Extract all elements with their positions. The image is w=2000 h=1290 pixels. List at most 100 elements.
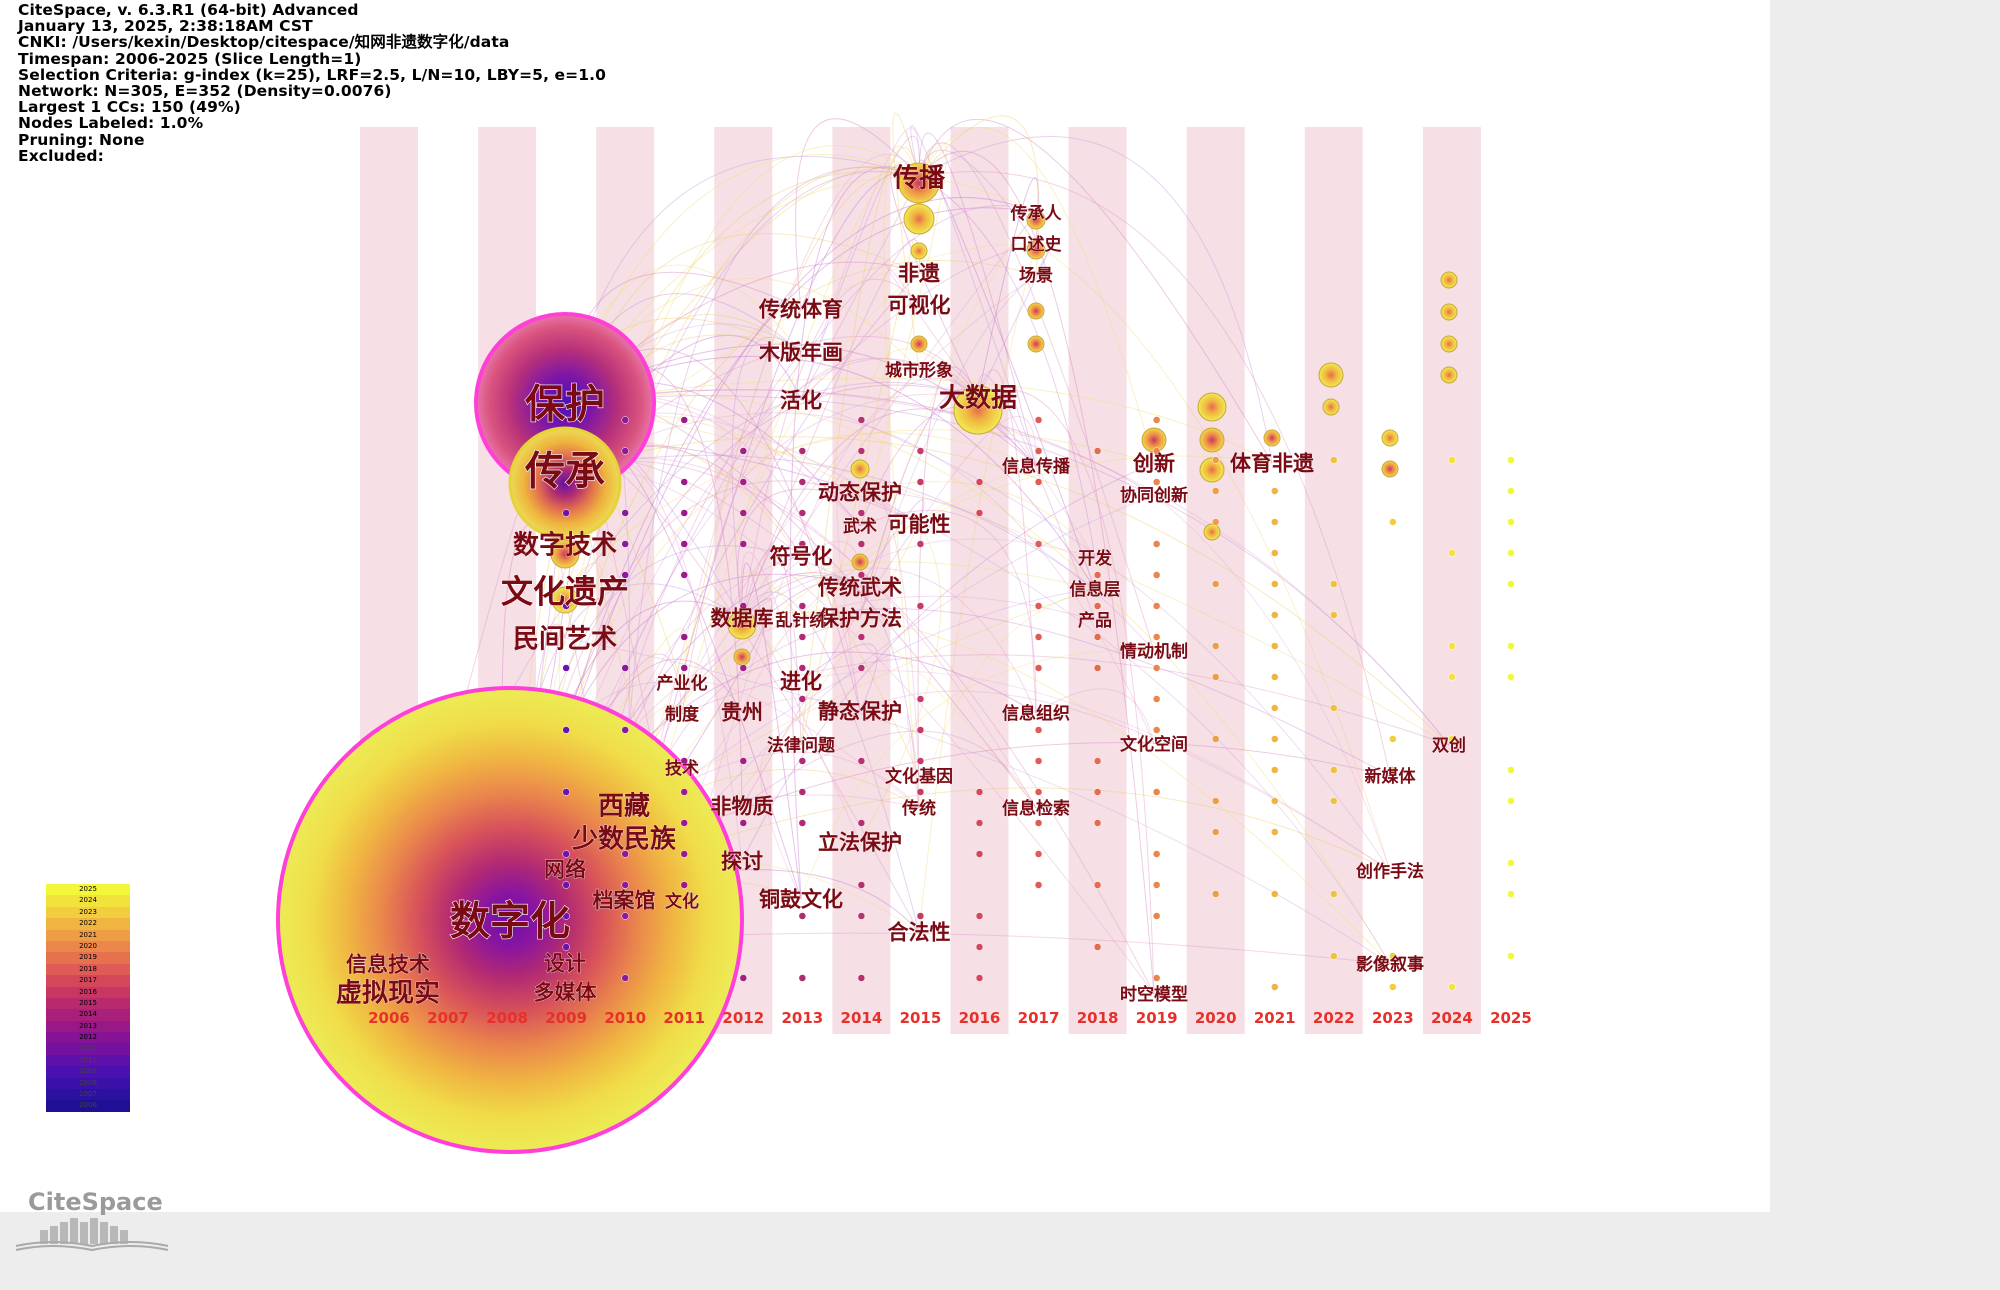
keyword-node[interactable]: [550, 539, 580, 569]
keyword-node[interactable]: [621, 726, 629, 734]
keyword-label[interactable]: 进化: [780, 669, 823, 694]
keyword-label[interactable]: 信息层: [1069, 579, 1121, 601]
keyword-label[interactable]: 创作手法: [1355, 861, 1425, 883]
keyword-node[interactable]: [680, 509, 688, 517]
keyword-node[interactable]: [1211, 518, 1220, 526]
keyword-node[interactable]: [733, 648, 751, 666]
keyword-label[interactable]: 贵州: [721, 700, 764, 725]
keyword-label[interactable]: 设计: [544, 951, 587, 976]
keyword-node[interactable]: [621, 571, 629, 579]
keyword-node[interactable]: [1440, 303, 1458, 321]
keyword-node[interactable]: [1152, 447, 1161, 455]
keyword-node[interactable]: [1271, 735, 1279, 743]
keyword-node[interactable]: [1271, 580, 1279, 588]
keyword-node[interactable]: [1093, 819, 1102, 827]
keyword-node[interactable]: [1507, 797, 1515, 805]
keyword-label[interactable]: 活化: [780, 388, 823, 413]
keyword-node[interactable]: [1152, 974, 1161, 982]
keyword-label[interactable]: 立法保护: [818, 830, 903, 855]
keyword-node[interactable]: [1507, 642, 1515, 650]
keyword-node[interactable]: [798, 633, 807, 641]
keyword-node[interactable]: [1448, 642, 1456, 650]
keyword-node[interactable]: [1318, 362, 1344, 388]
keyword-label[interactable]: 少数民族: [571, 823, 678, 855]
keyword-node[interactable]: [975, 850, 984, 858]
keyword-node[interactable]: [798, 788, 807, 796]
keyword-label[interactable]: 文化空间: [1120, 734, 1189, 756]
keyword-label[interactable]: 文化遗产: [500, 572, 629, 611]
keyword-label[interactable]: 合法性: [887, 920, 951, 945]
keyword-node[interactable]: [621, 540, 629, 548]
keyword-node[interactable]: [1330, 766, 1338, 774]
keyword-node[interactable]: [1093, 757, 1102, 765]
keyword-node[interactable]: [916, 478, 925, 486]
keyword-node[interactable]: [621, 447, 629, 455]
keyword-label[interactable]: 传播: [892, 163, 947, 194]
keyword-node[interactable]: [857, 509, 866, 517]
keyword-label[interactable]: 可视化: [887, 293, 951, 318]
keyword-node[interactable]: [1093, 447, 1102, 455]
keyword-label[interactable]: 数字技术: [513, 529, 618, 561]
keyword-node[interactable]: [857, 664, 866, 672]
keyword-node[interactable]: [798, 602, 807, 610]
keyword-node[interactable]: [916, 912, 925, 920]
node-shuzihua[interactable]: [276, 686, 744, 1154]
keyword-node[interactable]: [1203, 523, 1221, 541]
keyword-node[interactable]: [562, 912, 570, 920]
keyword-label[interactable]: 城市形象: [885, 360, 954, 382]
keyword-label[interactable]: 文化: [665, 891, 700, 913]
keyword-node[interactable]: [680, 540, 688, 548]
keyword-node[interactable]: [621, 416, 629, 424]
keyword-node[interactable]: [916, 540, 925, 548]
keyword-label[interactable]: 非物质: [710, 794, 774, 819]
keyword-node[interactable]: [1152, 416, 1161, 424]
keyword-node[interactable]: [1330, 456, 1338, 464]
keyword-node[interactable]: [1440, 335, 1458, 353]
keyword-node[interactable]: [798, 447, 807, 455]
keyword-node[interactable]: [857, 974, 866, 982]
keyword-node[interactable]: [1026, 240, 1046, 260]
keyword-node[interactable]: [1093, 881, 1102, 889]
keyword-node[interactable]: [680, 416, 688, 424]
keyword-label[interactable]: 制度: [665, 704, 701, 726]
keyword-node[interactable]: [798, 695, 807, 703]
keyword-node[interactable]: [621, 974, 629, 982]
keyword-label[interactable]: 新媒体: [1364, 766, 1417, 788]
keyword-node[interactable]: [1330, 704, 1338, 712]
keyword-label[interactable]: 传统: [901, 798, 937, 820]
keyword-node[interactable]: [975, 912, 984, 920]
keyword-label[interactable]: 数据库: [710, 606, 774, 631]
keyword-node[interactable]: [1263, 429, 1281, 447]
keyword-node[interactable]: [1507, 580, 1515, 588]
keyword-node[interactable]: [621, 850, 629, 858]
node-chuancheng[interactable]: [508, 426, 622, 540]
keyword-label[interactable]: 口述史: [1010, 234, 1063, 256]
keyword-node[interactable]: [1093, 788, 1102, 796]
keyword-node[interactable]: [1152, 540, 1161, 548]
keyword-node[interactable]: [910, 242, 928, 260]
keyword-node[interactable]: [798, 509, 807, 517]
keyword-node[interactable]: [898, 162, 940, 204]
keyword-node[interactable]: [1389, 518, 1397, 526]
keyword-node[interactable]: [1197, 392, 1227, 422]
keyword-label[interactable]: 数字化: [449, 898, 570, 945]
keyword-node[interactable]: [621, 509, 629, 517]
keyword-node[interactable]: [1152, 602, 1161, 610]
keyword-node[interactable]: [1199, 457, 1225, 483]
keyword-node[interactable]: [1271, 487, 1279, 495]
keyword-node[interactable]: [975, 788, 984, 796]
keyword-node[interactable]: [1389, 983, 1397, 991]
keyword-node[interactable]: [562, 726, 570, 734]
keyword-node[interactable]: [1330, 952, 1338, 960]
keyword-label[interactable]: 木版年画: [758, 340, 844, 365]
keyword-node[interactable]: [798, 974, 807, 982]
keyword-node[interactable]: [680, 633, 688, 641]
keyword-node[interactable]: [1322, 398, 1340, 416]
keyword-node[interactable]: [680, 788, 688, 796]
keyword-node[interactable]: [1448, 983, 1456, 991]
keyword-node[interactable]: [1093, 664, 1102, 672]
keyword-node[interactable]: [1271, 797, 1279, 805]
keyword-label[interactable]: 网络: [544, 857, 587, 882]
keyword-node[interactable]: [1152, 726, 1161, 734]
keyword-label[interactable]: 传承: [523, 448, 605, 495]
